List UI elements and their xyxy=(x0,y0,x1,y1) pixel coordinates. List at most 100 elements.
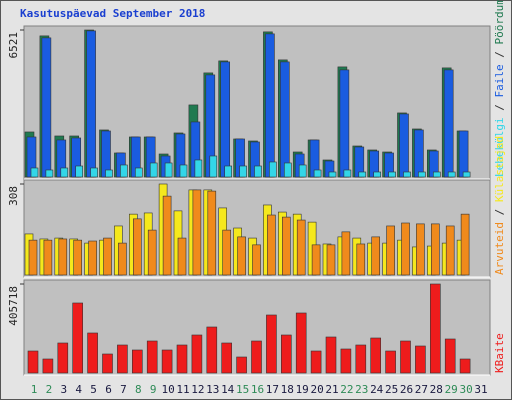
x-tick-label: 22 xyxy=(340,383,353,396)
bar xyxy=(45,169,54,178)
bar xyxy=(310,350,322,374)
bar xyxy=(459,358,471,374)
x-tick-label: 28 xyxy=(430,383,443,396)
bar xyxy=(90,167,98,178)
bar xyxy=(42,358,54,374)
bar xyxy=(269,161,277,178)
bar xyxy=(356,243,366,276)
bar xyxy=(341,231,351,276)
bar xyxy=(445,225,455,276)
bar xyxy=(222,229,231,276)
bar xyxy=(239,165,247,178)
bar xyxy=(267,214,276,276)
x-tick-label: 13 xyxy=(206,383,219,396)
x-tick-label: 27 xyxy=(415,383,428,396)
bar xyxy=(370,337,382,374)
x-tick-label: 10 xyxy=(161,383,174,396)
x-tick-label: 21 xyxy=(325,383,338,396)
bar xyxy=(388,171,396,178)
legend-separator: / xyxy=(493,45,506,65)
bar xyxy=(296,219,306,276)
x-tick-label: 5 xyxy=(90,383,97,396)
bar xyxy=(430,223,440,276)
bar xyxy=(339,69,350,178)
bar xyxy=(179,164,188,178)
legend-entry: Pöördumisi xyxy=(493,0,506,45)
bar xyxy=(103,237,112,276)
legend-entry: KBaite xyxy=(493,333,506,373)
bar xyxy=(209,155,218,178)
bar xyxy=(117,344,128,374)
bar xyxy=(444,338,456,374)
x-tick-label: 16 xyxy=(251,383,264,396)
x-tick-label: 14 xyxy=(221,383,235,396)
legend-separator: / xyxy=(493,202,506,222)
bar xyxy=(220,61,230,178)
bar xyxy=(72,302,83,374)
bar xyxy=(133,218,142,276)
bar xyxy=(120,164,128,178)
bar xyxy=(400,340,411,374)
bar xyxy=(86,30,96,178)
chart-title: Kasutuspäevad September 2018 xyxy=(20,7,205,20)
bar xyxy=(224,165,232,178)
bar xyxy=(458,130,469,178)
x-tick-label: 7 xyxy=(120,383,127,396)
bar xyxy=(403,171,411,178)
bar xyxy=(280,334,292,374)
x-tick-label: 3 xyxy=(60,383,67,396)
bar xyxy=(355,344,367,374)
legend-entry: Faile xyxy=(493,64,506,97)
bar xyxy=(191,334,203,374)
bar xyxy=(176,344,188,374)
bar xyxy=(399,113,409,178)
x-tick-label: 30 xyxy=(459,383,472,396)
legend-entry: Külastajad xyxy=(493,136,506,202)
bar xyxy=(75,165,83,178)
bar xyxy=(236,356,247,374)
x-tick-label: 4 xyxy=(75,383,82,396)
bar xyxy=(325,336,337,374)
bar xyxy=(41,37,52,178)
legend-separator: / xyxy=(493,98,506,118)
bar xyxy=(311,244,321,276)
bar xyxy=(28,239,38,276)
bar xyxy=(132,349,143,374)
x-tick-label: 2 xyxy=(46,383,53,396)
x-tick-label: 12 xyxy=(191,383,204,396)
bar xyxy=(462,171,471,178)
bar xyxy=(279,61,290,178)
x-tick-label: 15 xyxy=(236,383,249,396)
bar xyxy=(266,314,277,374)
bar xyxy=(416,223,425,276)
legend-entry: Lehekülgi xyxy=(493,117,506,177)
bar xyxy=(206,326,218,374)
bar xyxy=(87,332,98,374)
legend: Arvuteid / Külastajad xyxy=(493,136,506,275)
bar xyxy=(135,167,143,178)
bar xyxy=(281,216,291,276)
bar xyxy=(207,190,217,276)
bar xyxy=(177,237,187,276)
bar xyxy=(283,162,292,178)
x-tick-label: 18 xyxy=(281,383,294,396)
bar xyxy=(88,240,97,276)
y-tick-label: 6521 xyxy=(7,32,20,59)
bar xyxy=(161,349,173,374)
bar xyxy=(162,195,172,276)
x-tick-label: 11 xyxy=(176,383,189,396)
bar xyxy=(30,167,39,178)
bar xyxy=(265,33,275,178)
bar xyxy=(432,171,441,178)
bar xyxy=(252,244,261,276)
bar xyxy=(149,162,158,178)
bar xyxy=(164,162,173,178)
bar xyxy=(418,171,426,178)
x-tick-label: 17 xyxy=(266,383,279,396)
bar xyxy=(254,165,262,178)
bar xyxy=(443,69,454,178)
bar xyxy=(328,171,337,178)
bar xyxy=(295,312,307,374)
x-tick-label: 29 xyxy=(445,383,458,396)
